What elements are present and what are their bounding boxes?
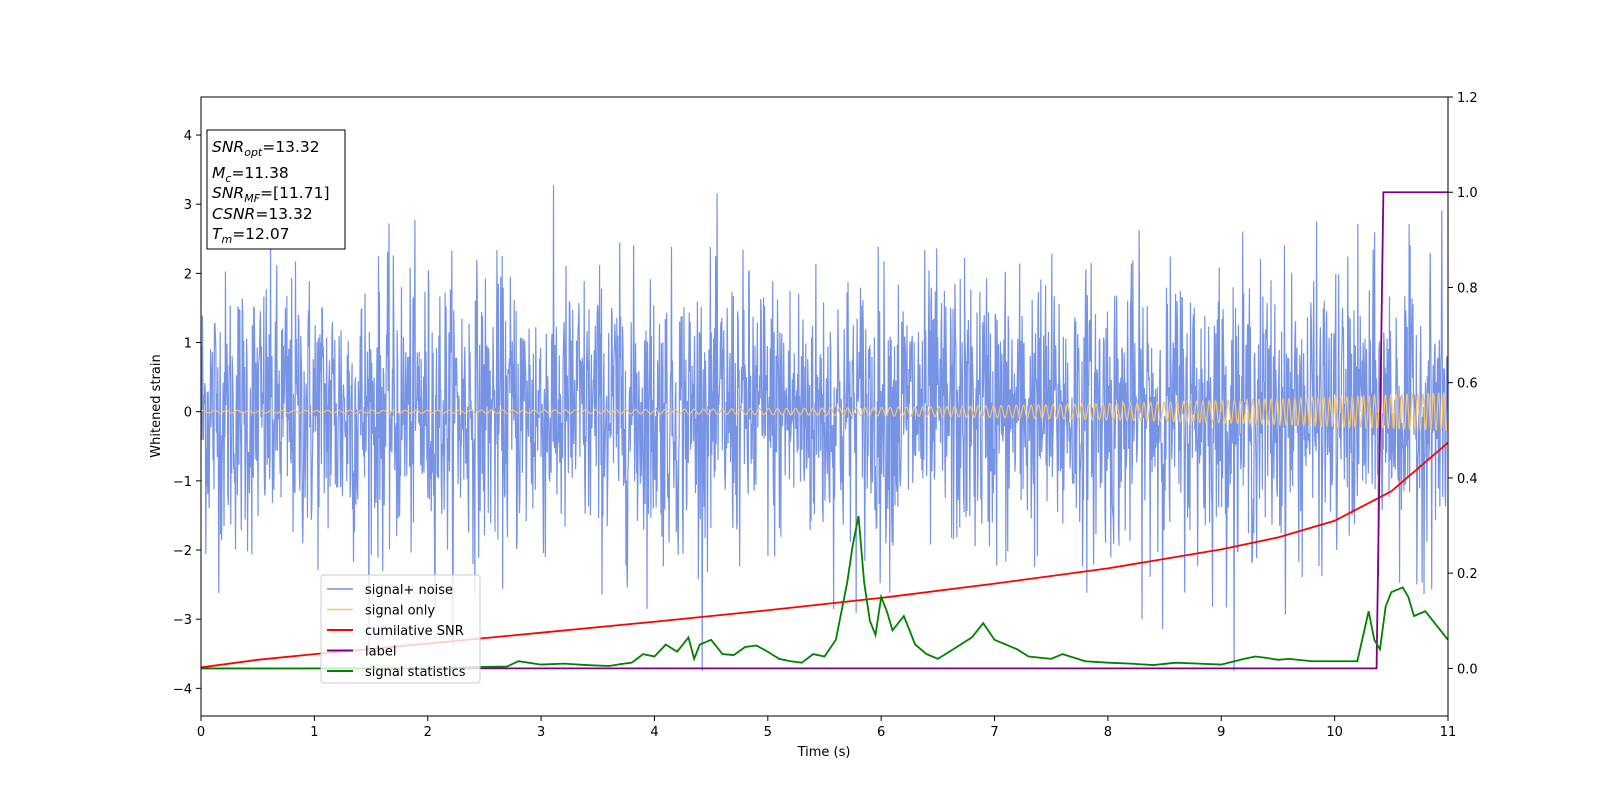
x-tick-label: 6 bbox=[877, 725, 885, 740]
x-tick-label: 11 bbox=[1440, 725, 1457, 740]
x-tick-label: 8 bbox=[1104, 725, 1112, 740]
y-tick-label: 4 bbox=[184, 129, 192, 144]
y-tick-label: 0 bbox=[184, 406, 192, 421]
legend: signal+ noise signal only cumilative SNR la… bbox=[320, 574, 481, 684]
y-tick-label: 1 bbox=[184, 337, 192, 352]
y-axis-ticks: −4 −3 −2 −1 0 1 2 3 4 bbox=[173, 129, 201, 697]
y-right-tick-label: 0.6 bbox=[1457, 377, 1478, 392]
y-tick-label: 2 bbox=[184, 267, 192, 282]
x-tick-label: 3 bbox=[537, 725, 545, 740]
legend-label: label bbox=[365, 645, 396, 660]
y-tick-label: −1 bbox=[173, 475, 192, 490]
label-line bbox=[201, 191, 1448, 670]
x-tick-label: 1 bbox=[310, 725, 318, 740]
x-tick-label: 4 bbox=[650, 725, 658, 740]
y-tick-label: −3 bbox=[173, 613, 192, 628]
mc-text: Mc=11.38 bbox=[212, 164, 289, 185]
plot-frame bbox=[200, 96, 1449, 717]
info-box: SNRopt=13.32 Mc=11.38 SNRMF=[11.71] CSNR… bbox=[206, 129, 346, 250]
x-tick-label: 10 bbox=[1326, 725, 1343, 740]
signal-only-line bbox=[201, 391, 1448, 433]
signal-noise-line bbox=[201, 185, 1448, 672]
y-right-tick-label: 0.8 bbox=[1457, 281, 1478, 296]
legend-label: signal statistics bbox=[365, 665, 466, 680]
y-right-tick-label: 0.2 bbox=[1457, 567, 1478, 582]
y-right-tick-label: 0.0 bbox=[1457, 662, 1478, 677]
x-axis-ticks: 0 1 2 3 4 5 6 7 8 9 10 11 bbox=[197, 716, 1456, 740]
x-tick-label: 0 bbox=[197, 725, 205, 740]
snr-mf-text: SNRMF=[11.71] bbox=[212, 184, 330, 205]
legend-label: signal+ noise bbox=[365, 583, 453, 598]
legend-label: signal only bbox=[365, 604, 435, 619]
snr-opt-text: SNRopt=13.32 bbox=[212, 138, 320, 159]
x-tick-label: 2 bbox=[424, 725, 432, 740]
x-tick-label: 9 bbox=[1217, 725, 1225, 740]
y-tick-label: 3 bbox=[184, 198, 192, 213]
y-right-tick-label: 1.2 bbox=[1457, 91, 1478, 106]
x-tick-label: 5 bbox=[764, 725, 772, 740]
y-tick-label: −4 bbox=[173, 682, 192, 697]
y-axis-label: Whitened strain bbox=[149, 354, 164, 457]
y-right-axis-ticks: 0.0 0.2 0.4 0.6 0.8 1.0 1.2 bbox=[1448, 91, 1478, 677]
y-right-tick-label: 0.4 bbox=[1457, 472, 1478, 487]
legend-label: cumilative SNR bbox=[365, 624, 464, 639]
csnr-text: CSNR=13.32 bbox=[212, 205, 313, 223]
y-tick-label: −2 bbox=[173, 544, 192, 559]
signal-statistics-line bbox=[201, 515, 1448, 670]
tm-text: Tm=12.07 bbox=[212, 225, 290, 246]
y-right-tick-label: 1.0 bbox=[1457, 186, 1478, 201]
x-axis-label: Time (s) bbox=[797, 745, 851, 760]
x-tick-label: 7 bbox=[990, 725, 998, 740]
